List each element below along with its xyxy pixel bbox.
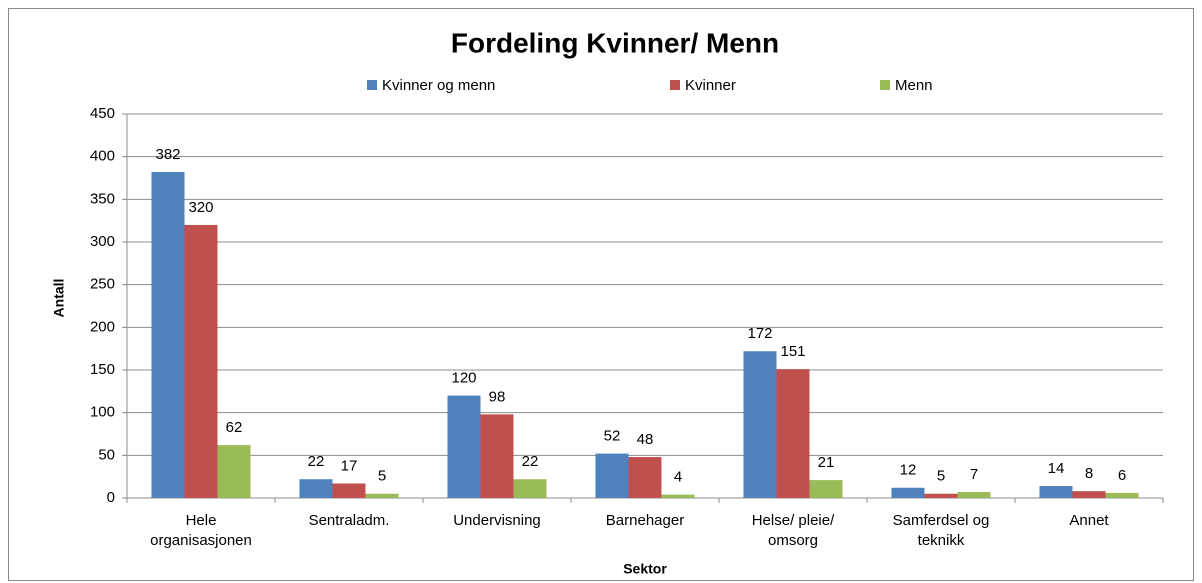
bar	[957, 492, 991, 498]
x-tick-label: Samferdsel og teknikk	[893, 512, 990, 549]
data-label: 4	[674, 469, 682, 486]
y-tick-label: 200	[90, 318, 115, 335]
bar	[924, 493, 958, 498]
legend-label: Kvinner og menn	[382, 77, 495, 94]
data-label: 7	[970, 466, 978, 483]
data-label: 22	[308, 453, 325, 470]
data-label: 151	[780, 343, 805, 360]
data-label: 48	[637, 431, 654, 448]
x-tick-label: Annet	[1069, 512, 1109, 529]
data-label: 62	[226, 419, 243, 436]
data-label: 12	[900, 462, 917, 479]
legend-swatch	[880, 80, 890, 90]
data-label: 52	[604, 428, 621, 445]
bar	[1105, 492, 1139, 498]
bar	[809, 480, 843, 498]
x-tick-label: Hele organisasjonen	[150, 512, 252, 549]
bar	[365, 493, 399, 498]
chart-title: Fordeling Kvinner/ Menn	[451, 27, 779, 58]
data-label: 320	[188, 199, 213, 216]
bar	[217, 445, 251, 498]
data-label: 120	[451, 370, 476, 387]
y-tick-label: 50	[98, 446, 115, 463]
y-tick-label: 300	[90, 233, 115, 250]
bar	[480, 414, 514, 498]
data-label: 5	[378, 468, 386, 485]
bar	[595, 453, 629, 498]
bar	[1072, 491, 1106, 498]
legend-swatch	[670, 80, 680, 90]
bar	[513, 479, 547, 498]
y-tick-label: 0	[107, 489, 115, 506]
data-label: 17	[341, 457, 358, 474]
x-axis-title: Sektor	[623, 561, 667, 577]
data-label: 14	[1048, 460, 1065, 477]
data-label: 98	[489, 388, 506, 405]
data-label: 6	[1118, 467, 1126, 484]
x-tick-label: Helse/ pleie/omsorg	[752, 512, 835, 549]
bar	[891, 487, 925, 498]
bar	[299, 479, 333, 498]
data-label: 22	[522, 453, 539, 470]
x-tick-label: Sentraladm.	[309, 512, 390, 529]
x-tick-label: Undervisning	[453, 512, 541, 529]
bar	[743, 351, 777, 498]
data-label: 5	[937, 468, 945, 485]
y-tick-label: 250	[90, 276, 115, 293]
y-axis-title: Antall	[51, 279, 67, 318]
data-label: 172	[747, 325, 772, 342]
y-tick-label: 350	[90, 190, 115, 207]
data-label: 21	[818, 454, 835, 471]
data-label: 382	[155, 146, 180, 163]
bar	[151, 172, 185, 498]
legend-label: Kvinner	[685, 77, 736, 94]
bar	[1039, 486, 1073, 498]
y-tick-label: 400	[90, 148, 115, 165]
bar	[628, 457, 662, 498]
bar	[447, 395, 481, 498]
bar	[184, 224, 218, 498]
legend-label: Menn	[895, 77, 933, 94]
bar	[661, 494, 695, 498]
y-tick-label: 150	[90, 361, 115, 378]
y-tick-label: 100	[90, 404, 115, 421]
x-tick-label: Barnehager	[606, 512, 684, 529]
y-tick-label: 450	[90, 105, 115, 122]
bar	[332, 483, 366, 498]
bar	[776, 369, 810, 498]
data-label: 8	[1085, 465, 1093, 482]
legend-swatch	[367, 80, 377, 90]
